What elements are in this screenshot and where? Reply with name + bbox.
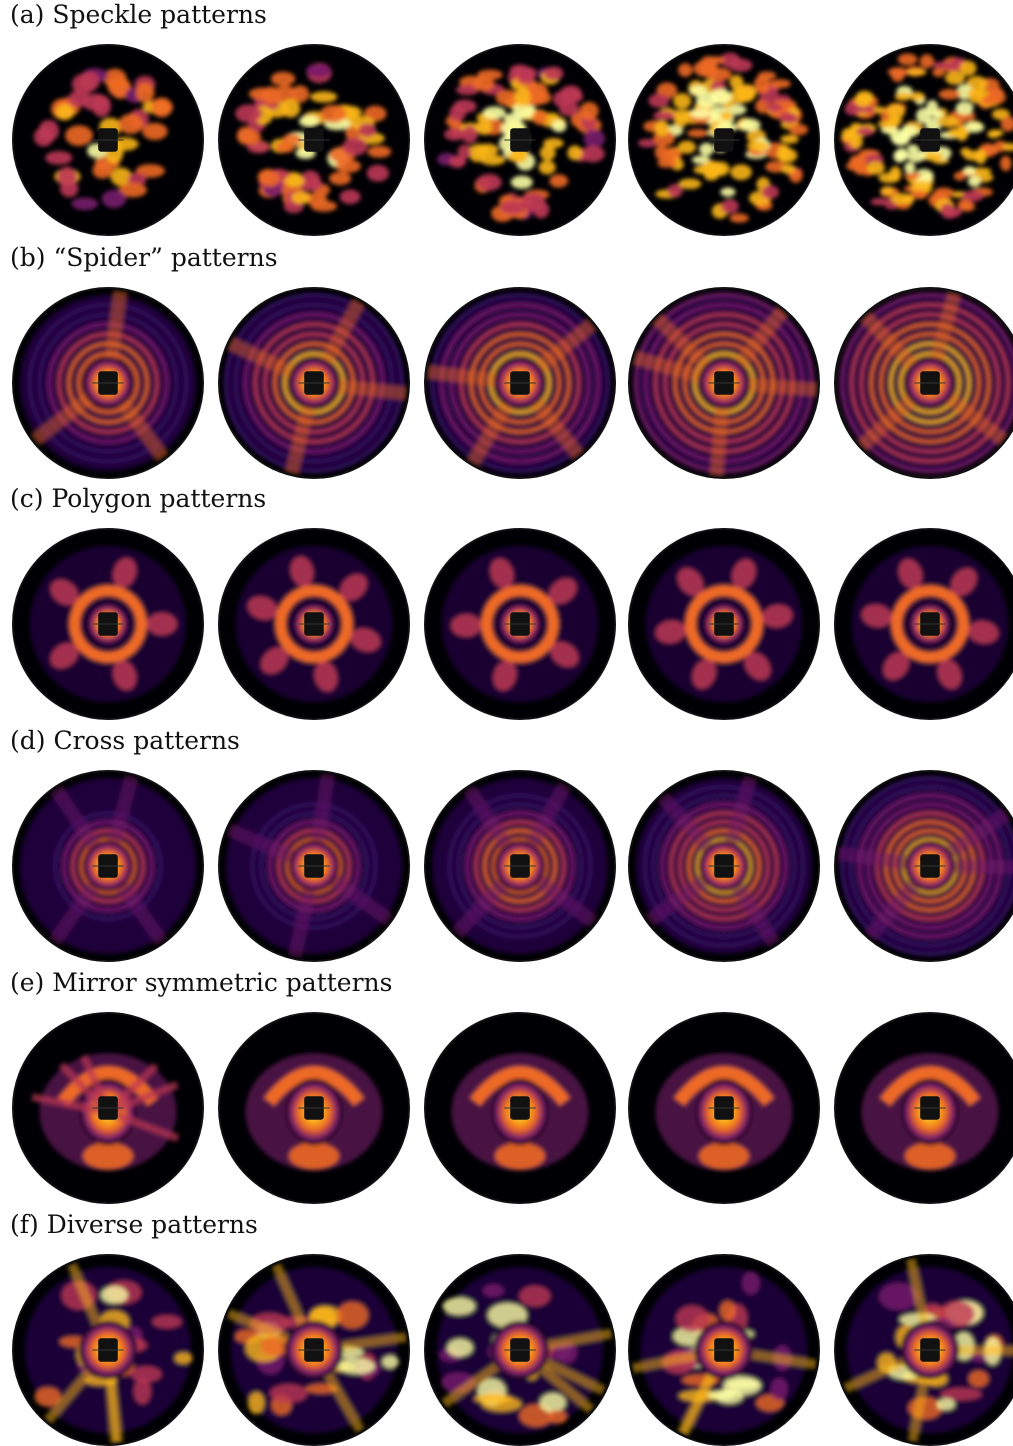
diffraction-pattern-image: [12, 528, 204, 720]
diffraction-pattern-image: [834, 287, 1013, 479]
pattern-graphic: [220, 289, 408, 477]
diffraction-pattern-image: [424, 770, 616, 962]
pattern-graphic: [836, 1256, 1013, 1444]
diffraction-pattern-image: [834, 1012, 1013, 1204]
diffraction-pattern-image: [12, 1012, 204, 1204]
diffraction-pattern-image: [12, 770, 204, 962]
diffraction-pattern-image: [424, 1012, 616, 1204]
pattern-graphic: [14, 772, 202, 960]
diffraction-pattern-image: [218, 770, 410, 962]
pattern-graphic: [426, 289, 614, 477]
pattern-section: (b) “Spider” patterns: [0, 243, 1013, 479]
diffraction-pattern-image: [628, 770, 820, 962]
pattern-graphic: [220, 1256, 408, 1444]
section-label: (e) Mirror symmetric patterns: [10, 968, 393, 997]
pattern-graphic: [426, 1256, 614, 1444]
diffraction-pattern-image: [628, 528, 820, 720]
section-label: (a) Speckle patterns: [10, 0, 267, 29]
pattern-section: (c) Polygon patterns: [0, 484, 1013, 720]
pattern-graphic: [220, 1014, 408, 1202]
diffraction-pattern-image: [628, 44, 820, 236]
diffraction-pattern-image: [218, 287, 410, 479]
diffraction-pattern-image: [424, 287, 616, 479]
pattern-graphic: [836, 46, 1013, 234]
diffraction-pattern-image: [834, 770, 1013, 962]
section-label: (f) Diverse patterns: [10, 1210, 258, 1239]
diffraction-pattern-image: [424, 1254, 616, 1446]
pattern-graphic: [836, 1014, 1013, 1202]
diffraction-pattern-image: [834, 528, 1013, 720]
pattern-graphic: [14, 1256, 202, 1444]
pattern-graphic: [630, 772, 818, 960]
pattern-graphic: [426, 46, 614, 234]
diffraction-pattern-image: [424, 44, 616, 236]
pattern-graphic: [14, 289, 202, 477]
pattern-graphic: [630, 1256, 818, 1444]
diffraction-pattern-image: [628, 1012, 820, 1204]
diffraction-pattern-image: [628, 1254, 820, 1446]
pattern-graphic: [14, 530, 202, 718]
pattern-graphic: [220, 46, 408, 234]
pattern-graphic: [836, 530, 1013, 718]
diffraction-pattern-image: [628, 287, 820, 479]
pattern-graphic: [630, 530, 818, 718]
section-label: (d) Cross patterns: [10, 726, 240, 755]
pattern-graphic: [426, 530, 614, 718]
pattern-graphic: [14, 1014, 202, 1202]
diffraction-pattern-image: [218, 1254, 410, 1446]
section-label: (c) Polygon patterns: [10, 484, 267, 513]
pattern-graphic: [220, 772, 408, 960]
diffraction-pattern-image: [218, 44, 410, 236]
diffraction-pattern-image: [834, 1254, 1013, 1446]
pattern-graphic: [426, 772, 614, 960]
diffraction-pattern-image: [424, 528, 616, 720]
diffraction-pattern-image: [12, 44, 204, 236]
pattern-graphic: [14, 46, 202, 234]
pattern-section: (e) Mirror symmetric patterns: [0, 968, 1013, 1204]
pattern-graphic: [836, 289, 1013, 477]
pattern-graphic: [836, 772, 1013, 960]
diffraction-pattern-image: [834, 44, 1013, 236]
section-label: (b) “Spider” patterns: [10, 243, 278, 272]
pattern-section: (d) Cross patterns: [0, 726, 1013, 962]
pattern-graphic: [630, 289, 818, 477]
diffraction-pattern-image: [12, 287, 204, 479]
pattern-section: (f) Diverse patterns: [0, 1210, 1013, 1446]
diffraction-pattern-image: [218, 528, 410, 720]
diffraction-pattern-image: [12, 1254, 204, 1446]
pattern-graphic: [426, 1014, 614, 1202]
diffraction-pattern-image: [218, 1012, 410, 1204]
pattern-section: (a) Speckle patterns: [0, 0, 1013, 236]
pattern-graphic: [630, 46, 818, 234]
pattern-graphic: [630, 1014, 818, 1202]
pattern-graphic: [220, 530, 408, 718]
